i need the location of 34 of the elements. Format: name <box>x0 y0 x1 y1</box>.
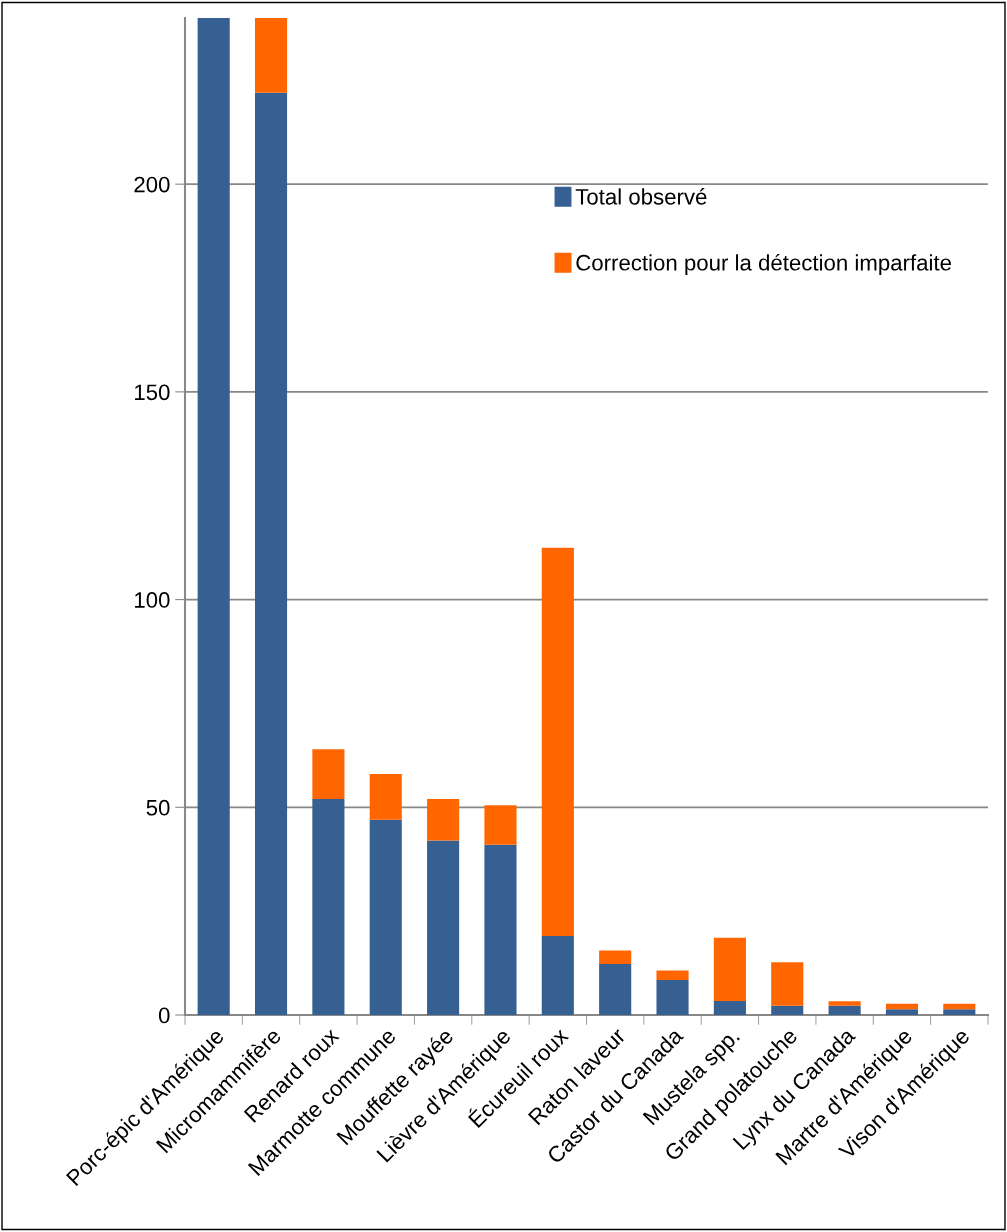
bar <box>771 962 804 1006</box>
bar <box>599 950 632 964</box>
bar <box>427 798 460 841</box>
bar <box>427 840 460 1015</box>
bar <box>312 798 345 1015</box>
bar <box>771 1005 804 1015</box>
bar <box>885 1009 919 1015</box>
legend-label: Total observé <box>575 188 707 205</box>
bar <box>312 749 345 799</box>
y-tick-label: 0 <box>158 1007 170 1024</box>
bar <box>541 936 574 1015</box>
bar <box>484 805 517 845</box>
bar <box>656 970 689 981</box>
y-tick-label: 150 <box>135 384 170 401</box>
bar <box>828 1005 861 1015</box>
y-tick-label: 100 <box>135 592 170 608</box>
bar <box>541 547 574 937</box>
bar <box>369 819 402 1015</box>
bar <box>885 1003 919 1010</box>
bar <box>599 963 632 1015</box>
bar <box>369 774 402 820</box>
bar <box>713 937 746 1001</box>
bar <box>254 92 288 1015</box>
bar <box>254 18 288 93</box>
y-tick-label: 200 <box>134 176 170 193</box>
legend-label: Correction pour la détection imparfaite <box>576 254 951 275</box>
bar <box>828 1001 861 1006</box>
y-tick-label: 50 <box>146 799 170 816</box>
bar <box>484 844 517 1015</box>
bar <box>197 18 230 1015</box>
bar <box>943 1009 976 1015</box>
bar <box>943 1003 976 1010</box>
bar <box>713 1000 746 1015</box>
bar <box>656 980 689 1015</box>
